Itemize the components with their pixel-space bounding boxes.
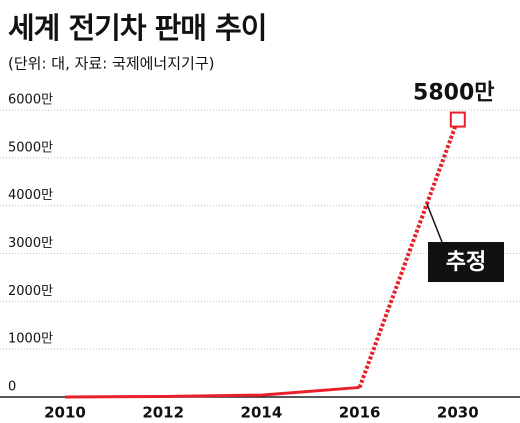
y-tick-label: 5000만 [8, 140, 53, 155]
y-tick-label: 6000만 [8, 93, 53, 108]
chart-subtitle: (단위: 대, 자료: 국제에너지기구) [8, 55, 215, 73]
y-tick-label: 0 [8, 380, 16, 395]
data-label: 5800만 [413, 81, 494, 106]
y-tick-label: 2000만 [8, 284, 53, 299]
x-tick-label: 2010 [44, 404, 86, 422]
y-tick-label: 3000만 [8, 236, 53, 251]
y-tick-label: 1000만 [8, 332, 53, 347]
line-series [64, 385, 360, 399]
chart-title: 세계 전기차 판매 추이 [8, 11, 266, 45]
annotation: 추정 [446, 250, 486, 275]
x-tick-label: 2016 [339, 404, 381, 422]
annotation-box [428, 242, 504, 282]
x-tick-label: 2030 [437, 404, 479, 422]
y-tick-label: 4000만 [8, 188, 53, 203]
point-marker [449, 111, 466, 128]
line-series [357, 118, 460, 389]
x-tick-label: 2014 [241, 404, 283, 422]
x-tick-label: 2012 [142, 404, 184, 422]
annotation-arrow [426, 203, 443, 243]
